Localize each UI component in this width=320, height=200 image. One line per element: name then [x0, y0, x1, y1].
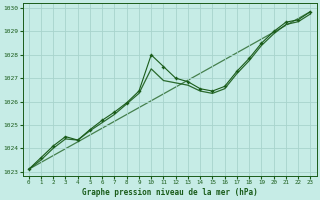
X-axis label: Graphe pression niveau de la mer (hPa): Graphe pression niveau de la mer (hPa) [82, 188, 258, 197]
